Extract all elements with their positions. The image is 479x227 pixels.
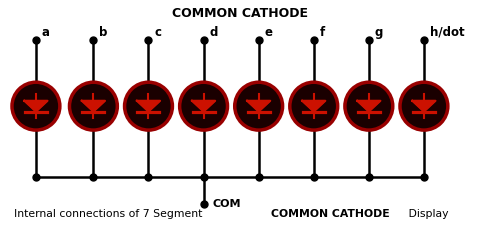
Ellipse shape xyxy=(290,83,338,131)
Ellipse shape xyxy=(125,83,172,131)
Ellipse shape xyxy=(235,83,283,131)
Text: Internal connections of 7 Segment: Internal connections of 7 Segment xyxy=(14,208,206,218)
Polygon shape xyxy=(302,101,325,112)
Polygon shape xyxy=(357,101,380,112)
Text: d: d xyxy=(209,26,217,39)
Text: g: g xyxy=(375,26,383,39)
Polygon shape xyxy=(82,101,105,112)
Polygon shape xyxy=(192,101,215,112)
Ellipse shape xyxy=(345,83,393,131)
Text: COM: COM xyxy=(212,198,240,208)
Text: h/dot: h/dot xyxy=(430,26,464,39)
Text: c: c xyxy=(154,26,161,39)
Polygon shape xyxy=(24,101,47,112)
Ellipse shape xyxy=(400,83,448,131)
Text: a: a xyxy=(42,26,50,39)
Text: COMMON CATHODE: COMMON CATHODE xyxy=(171,7,308,20)
Text: COMMON CATHODE: COMMON CATHODE xyxy=(271,208,390,218)
Text: Display: Display xyxy=(405,208,448,218)
Ellipse shape xyxy=(12,83,60,131)
Text: f: f xyxy=(319,26,325,39)
Ellipse shape xyxy=(180,83,228,131)
Ellipse shape xyxy=(69,83,117,131)
Polygon shape xyxy=(137,101,160,112)
Polygon shape xyxy=(247,101,270,112)
Text: b: b xyxy=(99,26,107,39)
Polygon shape xyxy=(412,101,435,112)
Text: e: e xyxy=(264,26,273,39)
